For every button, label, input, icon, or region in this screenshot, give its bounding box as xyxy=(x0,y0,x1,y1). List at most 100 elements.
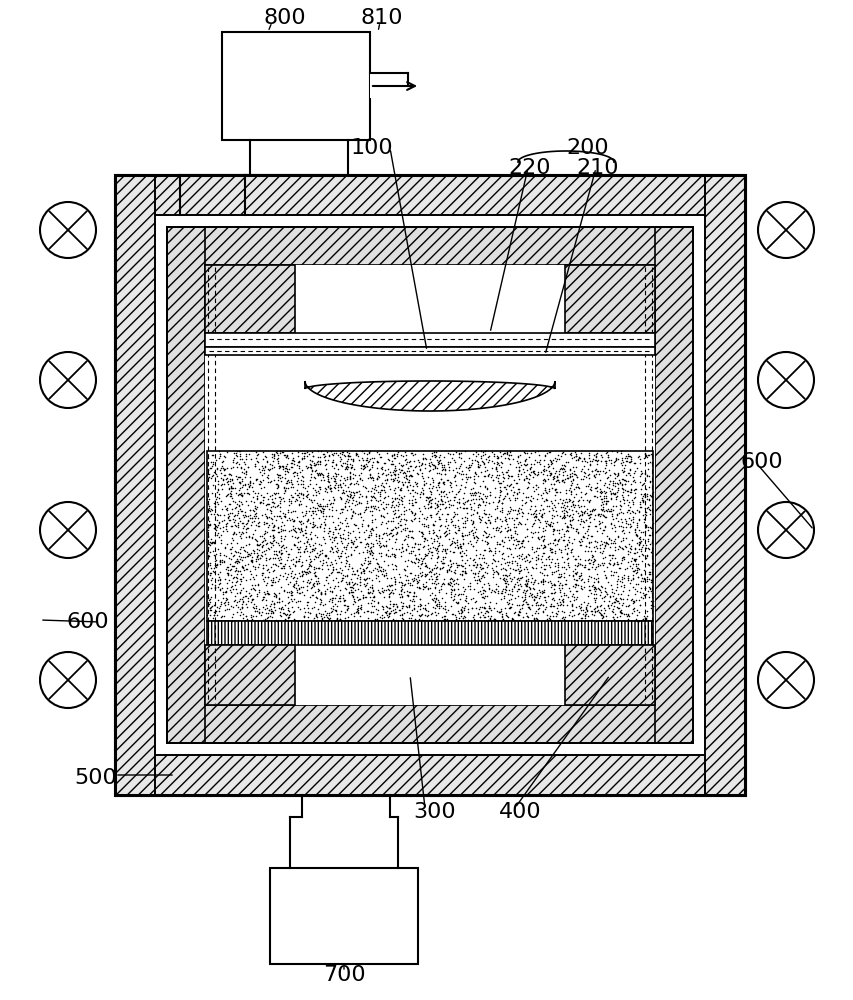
Point xyxy=(344,475,357,491)
Point xyxy=(441,454,455,470)
Point xyxy=(356,512,369,528)
Point xyxy=(412,552,426,568)
Point xyxy=(490,473,504,489)
Point xyxy=(640,556,653,572)
Point xyxy=(375,601,389,617)
Point xyxy=(400,604,414,620)
Point xyxy=(358,452,372,468)
Point xyxy=(303,500,316,516)
Point xyxy=(488,480,502,496)
Point xyxy=(495,583,508,599)
Point xyxy=(536,472,549,488)
Point xyxy=(510,574,524,590)
Point xyxy=(409,478,423,494)
Point xyxy=(297,450,310,466)
Point xyxy=(346,591,360,607)
Point xyxy=(210,607,223,623)
Point xyxy=(601,493,614,509)
Point xyxy=(364,470,378,486)
Point xyxy=(422,489,436,505)
Point xyxy=(454,548,467,564)
Point xyxy=(423,606,437,622)
Point xyxy=(408,505,421,521)
Point xyxy=(345,501,358,517)
Point xyxy=(635,590,649,606)
Point xyxy=(300,534,314,550)
Point xyxy=(228,480,241,496)
Point xyxy=(381,606,395,622)
Point xyxy=(563,468,577,484)
Point xyxy=(386,471,399,487)
Point xyxy=(617,551,630,567)
Point xyxy=(569,583,583,599)
Point xyxy=(455,528,468,544)
Point xyxy=(528,552,542,568)
Point xyxy=(347,575,361,591)
Point xyxy=(311,453,325,469)
Point xyxy=(563,447,577,463)
Point xyxy=(307,578,321,594)
Point xyxy=(583,528,597,544)
Point xyxy=(504,596,518,612)
Point xyxy=(531,447,545,463)
Point xyxy=(437,476,450,492)
Point xyxy=(328,475,342,491)
Point xyxy=(257,462,270,478)
Point xyxy=(415,528,429,544)
Point xyxy=(625,570,639,586)
Point xyxy=(589,445,603,461)
Point xyxy=(279,612,293,628)
Point xyxy=(406,588,420,604)
Point xyxy=(229,445,243,461)
Point xyxy=(363,595,377,611)
Point xyxy=(379,499,392,515)
Point xyxy=(637,487,651,503)
Point xyxy=(625,571,639,587)
Point xyxy=(276,485,290,501)
Point xyxy=(595,514,608,530)
Point xyxy=(603,597,617,613)
Point xyxy=(573,551,587,567)
Point xyxy=(395,536,409,552)
Point xyxy=(367,485,380,501)
Point xyxy=(517,592,531,608)
Point xyxy=(624,476,637,492)
Point xyxy=(623,540,636,556)
Point xyxy=(514,546,528,562)
Point xyxy=(307,559,321,575)
Point xyxy=(351,570,364,586)
Point xyxy=(255,591,269,607)
Point xyxy=(327,580,340,596)
Point xyxy=(232,486,246,502)
Text: 800: 800 xyxy=(264,8,306,28)
Point xyxy=(396,598,409,614)
Point xyxy=(473,573,486,589)
Point xyxy=(517,561,531,577)
Point xyxy=(585,528,599,544)
Point xyxy=(545,502,559,518)
Point xyxy=(460,527,473,543)
Point xyxy=(496,588,510,604)
Point xyxy=(450,557,463,573)
Point xyxy=(569,576,583,592)
Point xyxy=(200,461,214,477)
Point xyxy=(256,451,270,467)
Point xyxy=(434,492,448,508)
Point xyxy=(278,449,292,465)
Point xyxy=(595,550,609,566)
Point xyxy=(284,591,298,607)
Point xyxy=(645,535,659,551)
Point xyxy=(577,503,591,519)
Point xyxy=(566,568,579,584)
Point xyxy=(233,576,247,592)
Point xyxy=(487,528,501,544)
Point xyxy=(240,548,253,564)
Point xyxy=(264,605,278,621)
Point xyxy=(442,522,456,538)
Point xyxy=(507,532,520,548)
Point xyxy=(433,471,447,487)
Point xyxy=(433,578,447,594)
Point xyxy=(345,523,359,539)
Point xyxy=(440,563,454,579)
Point xyxy=(397,488,410,504)
